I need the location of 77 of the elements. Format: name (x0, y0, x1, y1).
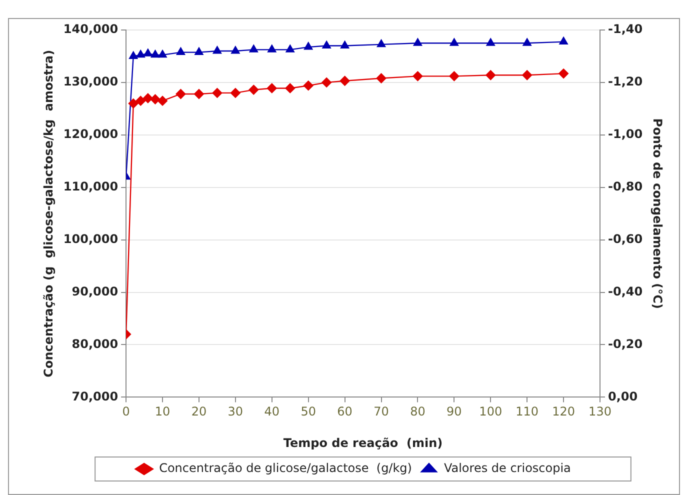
point (194, 47, 204, 56)
x-tick-label: 30 (228, 404, 244, 419)
y2-tick-label: -0,20 (608, 336, 643, 351)
legend-label: Valores de crioscopia (444, 461, 571, 476)
point (212, 88, 222, 98)
y2-tick-label: 0,00 (608, 389, 638, 404)
y-tick-label: 130,000 (63, 74, 118, 89)
y-tick-label: 140,000 (63, 22, 118, 36)
point (150, 94, 160, 104)
x-tick-label: 130 (588, 404, 612, 419)
x-tick-label: 70 (374, 404, 389, 419)
y2-axis-title: Ponto de congelamento (°C) (650, 118, 665, 309)
legend-label: Concentração de glicose/galactose (g/kg) (159, 461, 412, 476)
x-tick-label: 90 (446, 404, 462, 419)
y2-tick-label: -0,40 (608, 284, 643, 298)
x-tick-label: 20 (191, 404, 207, 419)
point (558, 68, 569, 79)
point (136, 50, 146, 58)
point (304, 42, 313, 50)
x-axis-title: Tempo de reação (min) (283, 436, 443, 450)
x-tick-label: 120 (552, 404, 576, 419)
point (249, 44, 258, 52)
point (376, 73, 386, 84)
point (158, 50, 167, 58)
x-tick-label: 40 (264, 404, 280, 419)
point (150, 50, 160, 58)
y2-tick-label: -1,00 (608, 127, 643, 142)
y2-tick-label: -1,40 (608, 22, 643, 36)
point (340, 76, 350, 86)
point (176, 47, 186, 56)
point (285, 83, 296, 94)
point (144, 48, 152, 56)
point (340, 40, 350, 48)
point (322, 77, 332, 88)
point (136, 96, 146, 106)
point (230, 88, 240, 98)
point (267, 44, 276, 52)
x-tick-label: 110 (516, 404, 539, 419)
point (248, 84, 259, 95)
x-tick-label: 80 (410, 404, 426, 419)
y-tick-label: 80,000 (72, 336, 118, 351)
point (128, 98, 138, 108)
point (522, 38, 532, 46)
point (450, 38, 459, 46)
x-tick-label: 50 (300, 404, 316, 419)
y-tick-label: 90,000 (72, 284, 118, 298)
y-tick-label: 120,000 (63, 127, 118, 142)
point (413, 38, 422, 46)
point (376, 39, 386, 48)
point (142, 93, 153, 104)
y-tick-label: 70,000 (72, 389, 118, 404)
point (449, 71, 460, 82)
point (412, 71, 423, 82)
x-tick-label: 60 (337, 404, 352, 419)
x-tick-label: 10 (154, 404, 170, 419)
point (486, 70, 496, 80)
x-tick-label: 0 (122, 404, 130, 419)
y2-tick-label: -0,80 (608, 179, 643, 194)
point (286, 44, 295, 52)
point (176, 89, 186, 99)
y-axis-title: Concentração (g glicose-galactose/kg amostra) (41, 50, 56, 378)
point (266, 83, 277, 94)
y-tick-label: 110,000 (63, 179, 118, 194)
point (522, 70, 532, 80)
point (322, 40, 331, 48)
point (559, 36, 568, 45)
point (231, 46, 240, 54)
point (158, 96, 168, 106)
y-tick-label: 100,000 (63, 232, 118, 246)
point (303, 80, 314, 91)
y2-tick-label: -0,60 (608, 232, 643, 246)
point (128, 51, 138, 59)
point (194, 89, 204, 99)
point (212, 46, 222, 54)
x-tick-label: 100 (479, 404, 502, 419)
point (486, 38, 496, 46)
y2-tick-label: -1,20 (608, 74, 643, 89)
